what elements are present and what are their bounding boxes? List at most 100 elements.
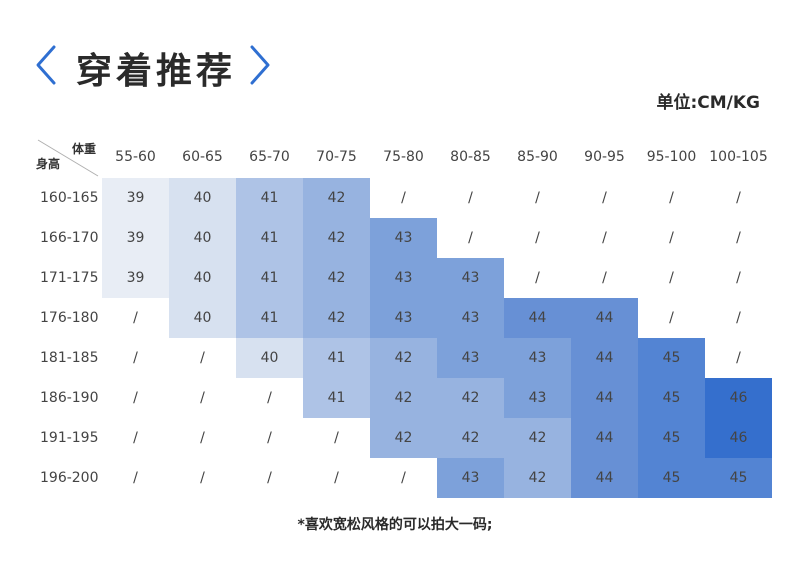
size-cell: 41 <box>303 338 370 378</box>
footnote: *喜欢宽松风格的可以拍大一码; <box>297 517 493 533</box>
size-cell: / <box>334 470 339 486</box>
size-cell: / <box>736 270 741 286</box>
size-cell: 42 <box>303 178 370 218</box>
size-cell: 40 <box>169 258 236 298</box>
size-cell: / <box>200 430 205 446</box>
column-header: 90-95 <box>584 149 625 165</box>
row-header: 160-165 <box>40 190 99 206</box>
size-cell: / <box>669 270 674 286</box>
size-cell: / <box>535 270 540 286</box>
row-header: 186-190 <box>40 390 99 406</box>
size-cell: 41 <box>236 218 303 258</box>
size-cell: / <box>535 190 540 206</box>
row-header: 166-170 <box>40 230 99 246</box>
size-cell: / <box>200 470 205 486</box>
size-cell: / <box>736 350 741 366</box>
table-corner-header: 体重 身高 <box>30 138 100 178</box>
column-header: 80-85 <box>450 149 491 165</box>
size-cell: 46 <box>705 378 772 418</box>
size-cell: 43 <box>370 258 437 298</box>
size-cell: / <box>401 470 406 486</box>
column-header: 60-65 <box>182 149 223 165</box>
column-header: 95-100 <box>646 149 697 165</box>
size-cell: 42 <box>504 418 571 458</box>
size-cell: 43 <box>504 338 571 378</box>
size-cell: 45 <box>638 338 705 378</box>
size-cell: 39 <box>102 258 169 298</box>
size-cell: 41 <box>236 178 303 218</box>
size-cell: 41 <box>236 258 303 298</box>
weight-axis-label: 体重 <box>71 142 96 156</box>
size-cell: / <box>602 230 607 246</box>
size-cell: 44 <box>571 338 638 378</box>
size-cell: 43 <box>437 458 504 498</box>
column-header: 75-80 <box>383 149 424 165</box>
size-cell: 45 <box>638 458 705 498</box>
size-cell: / <box>133 430 138 446</box>
size-cell: 45 <box>638 418 705 458</box>
size-cell: 40 <box>236 338 303 378</box>
size-cell: / <box>602 190 607 206</box>
column-header: 70-75 <box>316 149 357 165</box>
size-cell: 44 <box>571 298 638 338</box>
row-header: 171-175 <box>40 270 99 286</box>
row-header: 181-185 <box>40 350 99 366</box>
size-cell: / <box>736 310 741 326</box>
size-cell: / <box>669 310 674 326</box>
size-cell: 42 <box>370 338 437 378</box>
size-cell: 42 <box>303 258 370 298</box>
size-cell: / <box>133 310 138 326</box>
size-cell: / <box>267 390 272 406</box>
size-cell: 42 <box>437 378 504 418</box>
size-cell: 42 <box>437 418 504 458</box>
size-cell: 43 <box>370 298 437 338</box>
size-cell: 45 <box>705 458 772 498</box>
size-cell: 44 <box>571 418 638 458</box>
size-cell: / <box>535 230 540 246</box>
size-cell: / <box>736 230 741 246</box>
column-header: 100-105 <box>709 149 768 165</box>
size-cell: 40 <box>169 218 236 258</box>
unit-label: 单位:CM/KG <box>656 93 760 113</box>
size-cell: 40 <box>169 298 236 338</box>
size-cell: 44 <box>571 378 638 418</box>
column-header: 55-60 <box>115 149 156 165</box>
column-header: 85-90 <box>517 149 558 165</box>
row-header: 176-180 <box>40 310 99 326</box>
row-header: 196-200 <box>40 470 99 486</box>
size-cell: 43 <box>437 258 504 298</box>
size-cell: 42 <box>303 218 370 258</box>
size-cell: / <box>267 470 272 486</box>
size-cell: 42 <box>370 378 437 418</box>
page-title: 穿着推荐 <box>76 51 237 92</box>
size-cell: / <box>468 230 473 246</box>
size-cell: / <box>267 430 272 446</box>
size-cell: / <box>200 350 205 366</box>
size-cell: / <box>334 430 339 446</box>
chevron-left-icon <box>36 45 56 85</box>
size-cell: / <box>133 350 138 366</box>
size-cell: 42 <box>303 298 370 338</box>
size-cell: 46 <box>705 418 772 458</box>
size-cell: 42 <box>504 458 571 498</box>
corner-divider <box>37 139 99 177</box>
size-cell: 42 <box>370 418 437 458</box>
size-cell: 39 <box>102 218 169 258</box>
size-cell: 44 <box>571 458 638 498</box>
size-cell: / <box>401 190 406 206</box>
size-cell: 41 <box>236 298 303 338</box>
size-cell: 45 <box>638 378 705 418</box>
size-cell: / <box>468 190 473 206</box>
size-cell: / <box>736 190 741 206</box>
size-cell: 39 <box>102 178 169 218</box>
size-cell: 43 <box>504 378 571 418</box>
size-cell: 40 <box>169 178 236 218</box>
chevron-right-icon <box>250 45 270 85</box>
row-header: 191-195 <box>40 430 99 446</box>
size-cell: / <box>669 230 674 246</box>
size-cell: / <box>200 390 205 406</box>
size-cell: / <box>669 190 674 206</box>
size-cell: 44 <box>504 298 571 338</box>
size-cell: 41 <box>303 378 370 418</box>
size-cell: / <box>602 270 607 286</box>
